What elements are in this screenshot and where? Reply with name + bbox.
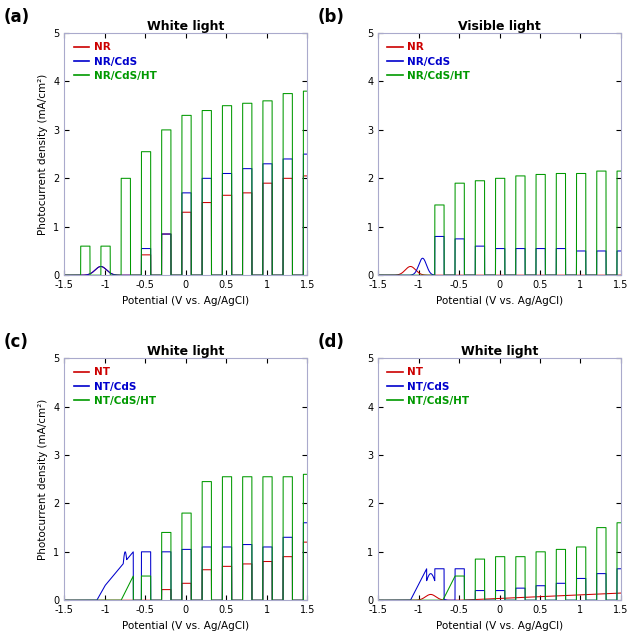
- Legend: NT, NT/CdS, NT/CdS/HT: NT, NT/CdS, NT/CdS/HT: [69, 364, 160, 410]
- Text: (a): (a): [4, 8, 30, 26]
- Title: White light: White light: [461, 345, 538, 358]
- Legend: NT, NT/CdS, NT/CdS/HT: NT, NT/CdS, NT/CdS/HT: [383, 364, 473, 410]
- Title: White light: White light: [147, 20, 225, 33]
- Title: White light: White light: [147, 345, 225, 358]
- X-axis label: Potential (V vs. Ag/AgCl): Potential (V vs. Ag/AgCl): [436, 296, 563, 305]
- Text: (c): (c): [4, 333, 29, 351]
- Title: Visible light: Visible light: [458, 20, 541, 33]
- Y-axis label: Photocurrent density (mA/cm²): Photocurrent density (mA/cm²): [38, 73, 48, 235]
- Y-axis label: Photocurrent density (mA/cm²): Photocurrent density (mA/cm²): [38, 399, 48, 560]
- X-axis label: Potential (V vs. Ag/AgCl): Potential (V vs. Ag/AgCl): [436, 620, 563, 631]
- Text: (b): (b): [317, 8, 344, 26]
- X-axis label: Potential (V vs. Ag/AgCl): Potential (V vs. Ag/AgCl): [122, 296, 250, 305]
- Legend: NR, NR/CdS, NR/CdS/HT: NR, NR/CdS, NR/CdS/HT: [383, 38, 475, 85]
- Legend: NR, NR/CdS, NR/CdS/HT: NR, NR/CdS, NR/CdS/HT: [69, 38, 161, 85]
- X-axis label: Potential (V vs. Ag/AgCl): Potential (V vs. Ag/AgCl): [122, 620, 250, 631]
- Text: (d): (d): [317, 333, 344, 351]
